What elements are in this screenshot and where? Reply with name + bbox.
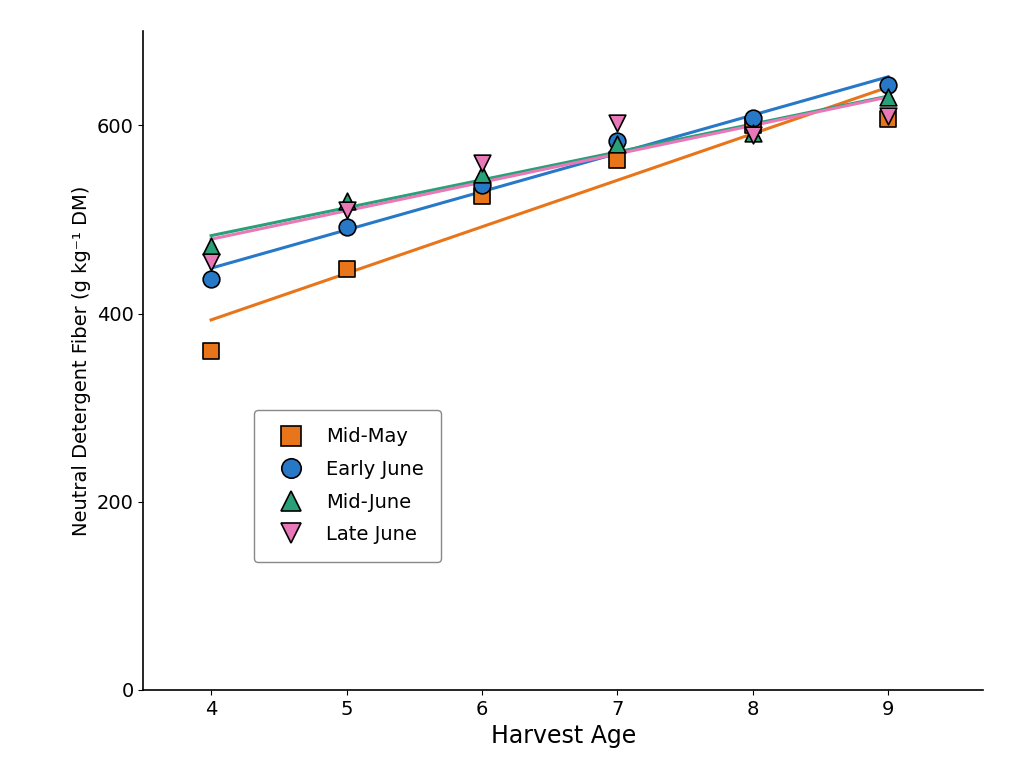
Point xyxy=(609,154,626,166)
Point xyxy=(609,135,626,147)
Point xyxy=(338,194,354,207)
Point xyxy=(203,256,219,268)
Point xyxy=(880,78,896,91)
Point xyxy=(474,179,490,191)
Point xyxy=(203,273,219,285)
Point xyxy=(744,119,761,132)
Point xyxy=(203,240,219,252)
Point xyxy=(474,168,490,180)
Point xyxy=(338,204,354,216)
Legend: Mid-May, Early June, Mid-June, Late June: Mid-May, Early June, Mid-June, Late June xyxy=(254,410,441,561)
Point xyxy=(338,263,354,276)
Point xyxy=(880,113,896,125)
Point xyxy=(744,127,761,140)
X-axis label: Harvest Age: Harvest Age xyxy=(490,724,636,748)
Point xyxy=(744,111,761,124)
Point xyxy=(203,345,219,358)
Point xyxy=(880,91,896,103)
Point xyxy=(474,157,490,169)
Point xyxy=(609,116,626,129)
Point xyxy=(338,221,354,234)
Y-axis label: Neutral Detergent Fiber (g kg⁻¹ DM): Neutral Detergent Fiber (g kg⁻¹ DM) xyxy=(73,186,91,535)
Point xyxy=(880,110,896,122)
Point xyxy=(474,190,490,202)
Point xyxy=(744,129,761,141)
Point xyxy=(609,138,626,151)
